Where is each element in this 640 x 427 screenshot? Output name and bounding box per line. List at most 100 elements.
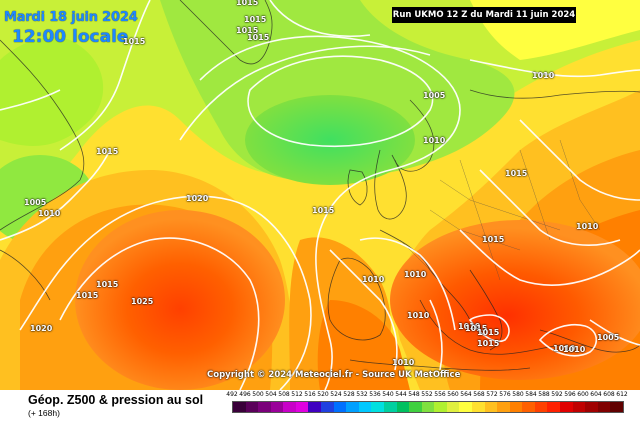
weather-map: Mardi 18 juin 2024 12:00 locale Run UKMO… (0, 0, 640, 390)
legend-swatch (534, 402, 548, 412)
geopotential-field (0, 0, 640, 390)
legend-tick: 504 (265, 391, 277, 398)
copyright-notice: Copyright © 2024 Meteociel.fr - Source U… (207, 370, 461, 380)
legend-swatch (383, 402, 397, 412)
legend-swatch (308, 402, 322, 412)
legend-tick: 596 (564, 391, 576, 398)
legend-swatch (245, 402, 259, 412)
forecast-date: Mardi 18 juin 2024 (4, 10, 138, 25)
legend-tick: 516 (304, 391, 316, 398)
isobar-label: 1010 (576, 222, 599, 231)
legend-tick: 608 (603, 391, 615, 398)
isobar-label: 1005 (597, 333, 620, 342)
legend-swatch (597, 402, 611, 412)
legend-swatch (434, 402, 447, 412)
legend-tick: 568 (473, 391, 485, 398)
isobar-label: 1010 (563, 345, 586, 354)
legend-swatch (471, 402, 485, 412)
isobar-label: 1010 (532, 71, 555, 80)
isobar-label: 1005 (423, 91, 446, 100)
isobar-label: 1015 (505, 169, 528, 178)
isobar-label: 1015 (465, 324, 488, 333)
isobar-label: 1015 (96, 280, 119, 289)
isobar-label: 1020 (30, 324, 53, 333)
legend-swatch (358, 402, 372, 412)
legend-swatch (346, 402, 359, 412)
legend-swatch (484, 402, 498, 412)
legend-swatch (333, 402, 347, 412)
isobar-label: 1015 (477, 328, 500, 337)
legend-tick: 592 (551, 391, 563, 398)
legend-tick: 508 (278, 391, 290, 398)
isobar-label: 1015 (312, 206, 335, 215)
map-footer: Géop. Z500 & pression au sol (+ 168h) 49… (0, 390, 640, 427)
legend-swatch (233, 402, 246, 412)
legend-swatch (547, 402, 561, 412)
isobar-label: 1010 (423, 136, 446, 145)
isobar-label: 1015 (76, 291, 99, 300)
isobar-label: 1010 (38, 209, 61, 218)
isobar-label: 1005 (24, 198, 47, 207)
isobar-label: 1010 (407, 311, 430, 320)
color-scale-legend (232, 401, 624, 413)
legend-tick: 588 (538, 391, 550, 398)
product-title: Géop. Z500 & pression au sol (28, 393, 204, 407)
legend-tick: 580 (512, 391, 524, 398)
legend-swatch (560, 402, 573, 412)
isobar-label: 1015 (482, 235, 505, 244)
legend-swatch (522, 402, 535, 412)
isobar-label: 1010 (553, 344, 576, 353)
legend-swatch (295, 402, 309, 412)
isobar-label: 1015 (244, 15, 267, 24)
legend-tick: 548 (408, 391, 420, 398)
legend-tick: 520 (317, 391, 329, 398)
isobar-label: 1015 (247, 33, 270, 42)
legend-tick: 500 (252, 391, 264, 398)
legend-swatch (396, 402, 410, 412)
forecast-horizon: (+ 168h) (28, 408, 60, 418)
legend-swatch (459, 402, 472, 412)
legend-tick: 496 (239, 391, 251, 398)
isobar-label: 1010 (458, 322, 481, 331)
legend-tick: 572 (486, 391, 498, 398)
legend-tick: 544 (395, 391, 407, 398)
legend-tick: 584 (525, 391, 537, 398)
legend-tick: 532 (356, 391, 368, 398)
model-run-label: Run UKMO 12 Z du Mardi 11 juin 2024 (392, 7, 576, 23)
legend-tick: 552 (421, 391, 433, 398)
legend-tick: 560 (447, 391, 459, 398)
isobar-label: 1015 (477, 339, 500, 348)
legend-swatch (409, 402, 422, 412)
isobar-label: 1025 (131, 297, 154, 306)
legend-tick: 512 (291, 391, 303, 398)
isobar-label: 1010 (404, 270, 427, 279)
legend-tick: 540 (382, 391, 394, 398)
legend-swatch (283, 402, 296, 412)
legend-swatch (585, 402, 598, 412)
isobar-label: 1010 (362, 275, 385, 284)
legend-swatch (509, 402, 523, 412)
legend-tick: 524 (330, 391, 342, 398)
legend-tick: 600 (577, 391, 589, 398)
legend-swatch (497, 402, 510, 412)
isobar-label: 1015 (236, 0, 259, 7)
legend-swatch (321, 402, 334, 412)
legend-tick: 604 (590, 391, 602, 398)
isobar-label: 1020 (186, 194, 209, 203)
legend-tick: 612 (616, 391, 628, 398)
legend-tick: 536 (369, 391, 381, 398)
legend-swatch (446, 402, 460, 412)
legend-tick: 576 (499, 391, 511, 398)
legend-tick: 564 (460, 391, 472, 398)
forecast-time: 12:00 locale (12, 27, 129, 47)
legend-tick: 528 (343, 391, 355, 398)
isobar-label: 1015 (123, 37, 146, 46)
isobar-label: 1015 (236, 26, 259, 35)
isobar-label: 1015 (96, 147, 119, 156)
legend-swatch (270, 402, 284, 412)
legend-swatch (371, 402, 384, 412)
legend-swatch (421, 402, 435, 412)
legend-swatch (258, 402, 271, 412)
legend-tick: 492 (226, 391, 238, 398)
